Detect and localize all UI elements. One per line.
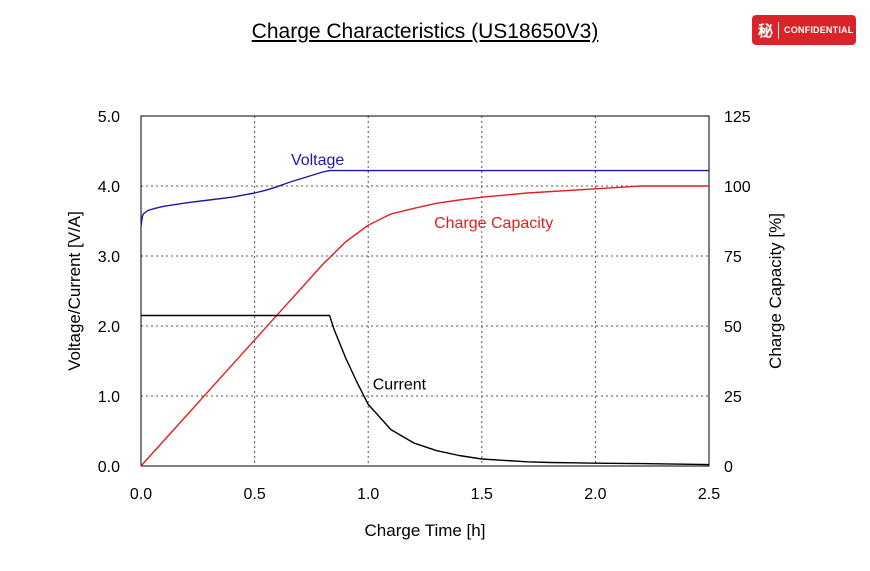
series-layer xyxy=(140,169,710,467)
plot-frame xyxy=(140,115,710,467)
y2-axis-label: Charge Capacity [%] xyxy=(766,213,785,369)
charge-capacity-line xyxy=(140,185,709,467)
grid-lines xyxy=(141,116,709,466)
y2-tick-label: 100 xyxy=(724,179,751,196)
y2-tick-label: 25 xyxy=(724,389,742,406)
secret-glyph: 秘 xyxy=(758,21,774,40)
badge-divider xyxy=(778,21,780,39)
x-tick-label: 1.0 xyxy=(357,486,379,503)
y2-tick-label: 75 xyxy=(724,249,742,266)
y-tick-label: 2.0 xyxy=(98,319,120,336)
annotations: Voltage Charge Capacity Current xyxy=(291,152,553,394)
confidential-badge: 秘 CONFIDENTIAL xyxy=(752,15,856,45)
voltage-annotation: Voltage xyxy=(291,152,344,169)
y2-tick-label: 50 xyxy=(724,319,742,336)
current-annotation: Current xyxy=(373,377,427,394)
x-axis-label: Charge Time [h] xyxy=(365,521,486,540)
y-tick-label: 3.0 xyxy=(98,249,120,266)
y-tick-label: 4.0 xyxy=(98,179,120,196)
chart-title: Charge Characteristics (US18650V3) xyxy=(251,20,599,43)
charge-capacity-annotation: Charge Capacity xyxy=(434,215,553,232)
y-axis-label: Voltage/Current [V/A] xyxy=(65,211,84,371)
current-line xyxy=(141,314,710,466)
x-tick-label: 0.5 xyxy=(243,486,265,503)
confidential-label: CONFIDENTIAL xyxy=(784,25,854,35)
x-tick-label: 1.5 xyxy=(471,486,493,503)
y-tick-label: 5.0 xyxy=(98,109,120,126)
y2-tick-label: 0 xyxy=(724,459,733,476)
y2-tick-label: 125 xyxy=(724,109,751,126)
x-tick-label: 0.0 xyxy=(130,486,152,503)
voltage-line xyxy=(140,169,709,227)
x-tick-label: 2.5 xyxy=(698,486,720,503)
tick-labels: 0.0 0.5 1.0 1.5 2.0 2.5 0.0 1.0 2.0 3.0 4.0 5.0 0 25 5… xyxy=(98,109,751,503)
y-tick-label: 1.0 xyxy=(98,389,120,406)
y-tick-label: 0.0 xyxy=(98,459,120,476)
x-tick-label: 2.0 xyxy=(584,486,606,503)
